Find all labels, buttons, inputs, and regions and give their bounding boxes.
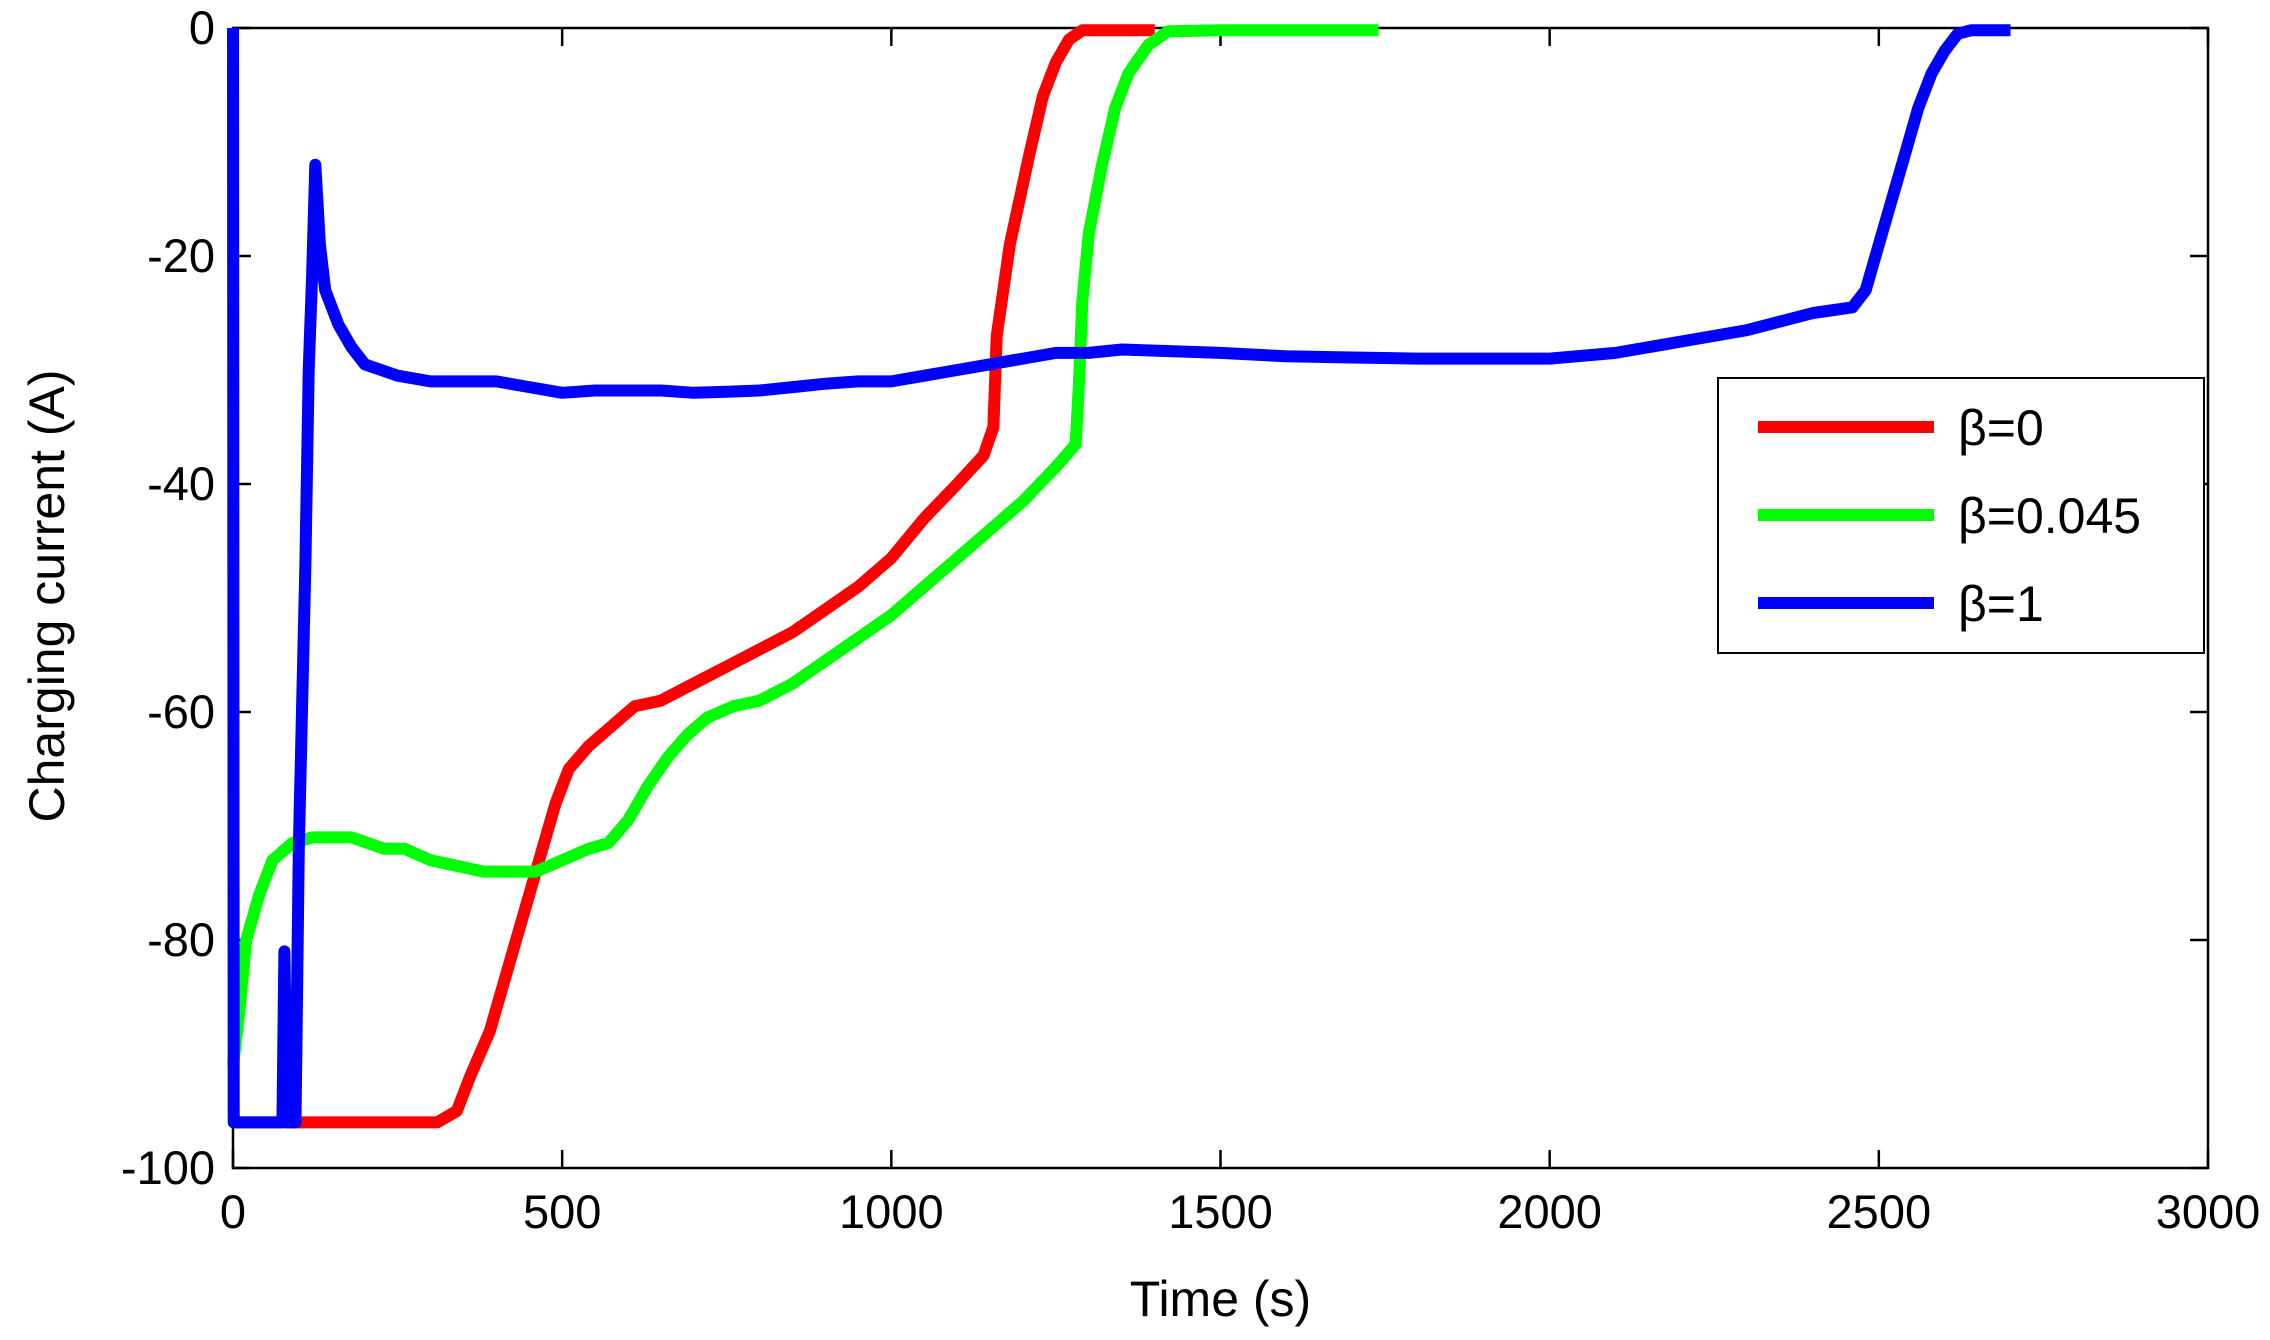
y-tick-label: 0 — [189, 1, 215, 54]
y-tick-label: -100 — [121, 1141, 215, 1194]
y-tick-label: -60 — [147, 685, 215, 738]
y-axis-label: Charging current (A) — [19, 370, 75, 823]
series-line-2 — [227, 24, 2011, 1129]
x-tick-label: 2500 — [1827, 1185, 1932, 1238]
tick-labels: 0 500 1000 1500 2000 2500 3000 -100 -80 -60 -40 -20… — [121, 1, 2260, 1238]
y-tick-label: -80 — [147, 913, 215, 966]
legend: β=0 β=0.045 β=1 — [1717, 377, 2205, 654]
series-line-1 — [227, 24, 1379, 1067]
y-tick-label: -40 — [147, 457, 215, 510]
x-tick-label: 1500 — [1168, 1185, 1273, 1238]
legend-label-beta-0045: β=0.045 — [1958, 488, 2141, 544]
x-tick-label: 3000 — [2156, 1185, 2261, 1238]
legend-label-beta-1: β=1 — [1958, 576, 2044, 632]
x-axis-label: Time (s) — [1130, 1271, 1311, 1327]
legend-label-beta-0: β=0 — [1958, 400, 2044, 456]
y-tick-label: -20 — [147, 229, 215, 282]
x-tick-label: 2000 — [1497, 1185, 1602, 1238]
series-line-0 — [233, 24, 1155, 1129]
x-tick-label: 1000 — [839, 1185, 944, 1238]
series-lines — [227, 24, 2011, 1129]
x-tick-label: 500 — [523, 1185, 601, 1238]
x-tick-label: 0 — [220, 1185, 246, 1238]
